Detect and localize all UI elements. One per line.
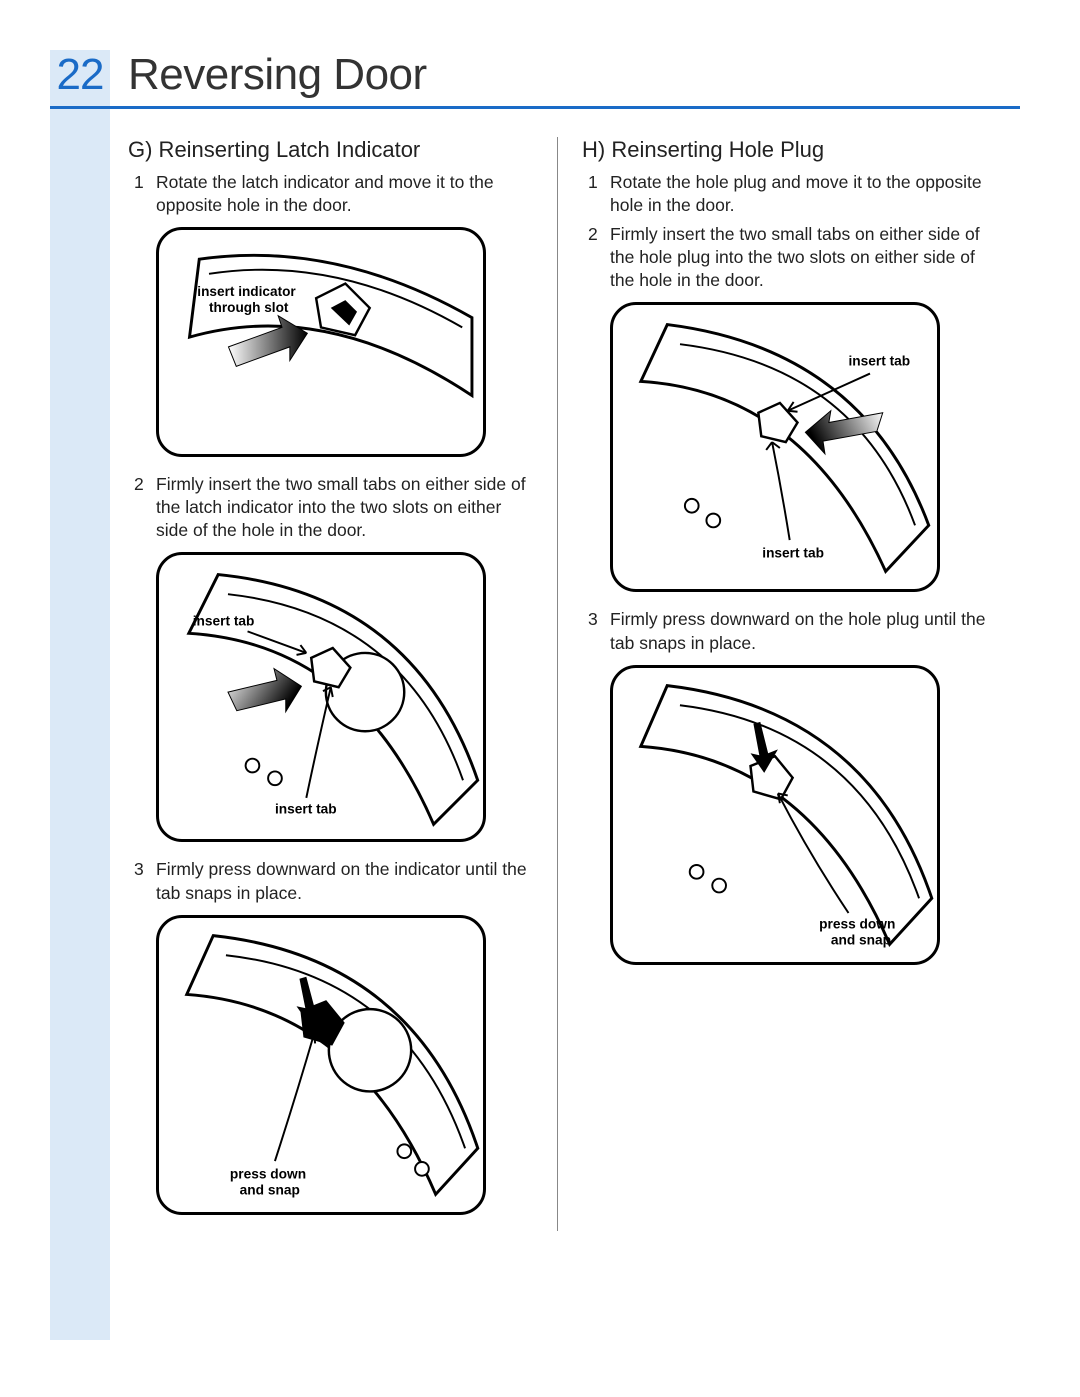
sidebar-accent bbox=[50, 50, 110, 1340]
section-h-steps: Rotate the hole plug and move it to the … bbox=[582, 171, 988, 965]
fig-label: press down bbox=[230, 1166, 306, 1181]
right-column: H) Reinserting Hole Plug Rotate the hole… bbox=[558, 137, 988, 1231]
step-text: Firmly press downward on the hole plug u… bbox=[582, 608, 988, 654]
figure-g1: insert indicator through slot bbox=[156, 227, 486, 457]
step-text: Rotate the latch indicator and move it t… bbox=[128, 171, 533, 217]
page-number: 22 bbox=[50, 50, 110, 100]
fig-label: insert tab bbox=[848, 354, 910, 369]
fig-label: and snap bbox=[831, 932, 891, 947]
fig-label: through slot bbox=[209, 300, 289, 315]
fig-label: press down bbox=[819, 916, 895, 931]
page-header: 22 Reversing Door bbox=[50, 50, 1020, 109]
fig-label: insert tab bbox=[193, 614, 255, 629]
page: 22 Reversing Door G) Reinserting Latch I… bbox=[0, 0, 1080, 1291]
fig-label: and snap bbox=[240, 1182, 300, 1197]
fig-label: insert tab bbox=[762, 546, 824, 561]
left-column: G) Reinserting Latch Indicator Rotate th… bbox=[128, 137, 558, 1231]
content-columns: G) Reinserting Latch Indicator Rotate th… bbox=[128, 137, 1020, 1231]
fig-label: insert tab bbox=[275, 802, 337, 817]
fig-label: insert indicator bbox=[197, 284, 296, 299]
section-g-steps: Rotate the latch indicator and move it t… bbox=[128, 171, 533, 1215]
page-title: Reversing Door bbox=[128, 50, 427, 100]
step-text: Firmly insert the two small tabs on eith… bbox=[128, 473, 533, 542]
figure-h2: press down and snap bbox=[610, 665, 940, 965]
step-text: Firmly press downward on the indicator u… bbox=[128, 858, 533, 904]
figure-h1: insert tab insert tab bbox=[610, 302, 940, 592]
step-text: Rotate the hole plug and move it to the … bbox=[582, 171, 988, 217]
section-g-heading: G) Reinserting Latch Indicator bbox=[128, 137, 533, 163]
figure-g2: insert tab insert tab bbox=[156, 552, 486, 842]
step-text: Firmly insert the two small tabs on eith… bbox=[582, 223, 988, 292]
section-h-heading: H) Reinserting Hole Plug bbox=[582, 137, 988, 163]
figure-g3: press down and snap bbox=[156, 915, 486, 1215]
